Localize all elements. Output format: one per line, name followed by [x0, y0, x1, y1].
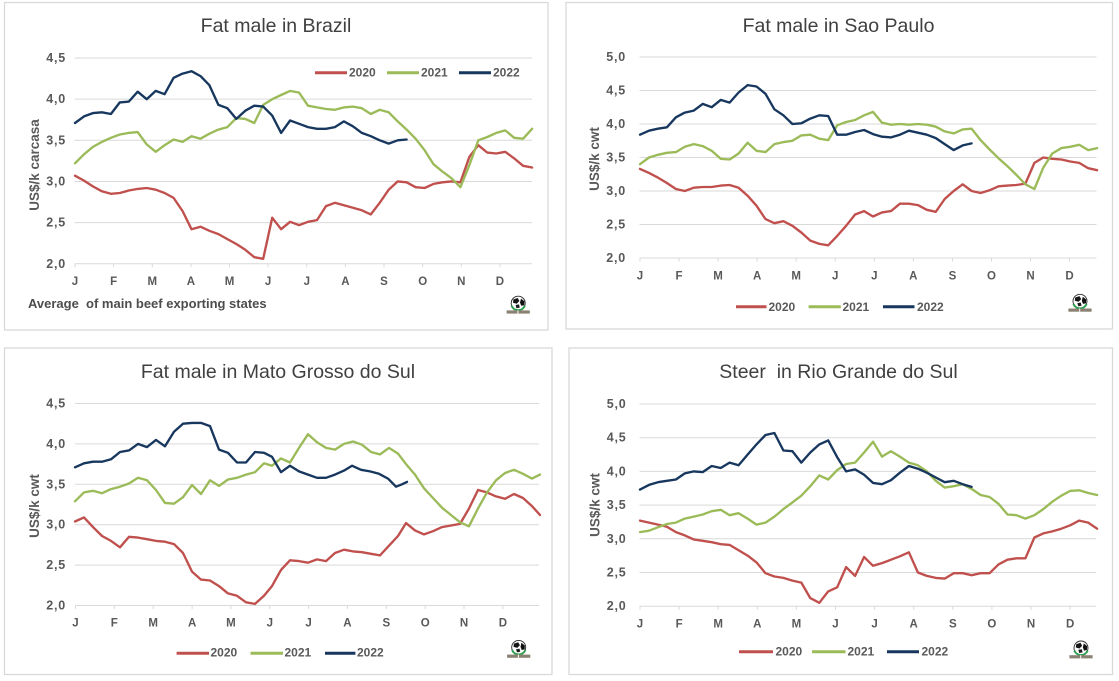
svg-text:M: M [148, 276, 158, 288]
svg-text:3,5: 3,5 [46, 477, 66, 491]
svg-text:N: N [1027, 619, 1035, 631]
svg-text:A: A [188, 618, 196, 630]
svg-text:3,0: 3,0 [46, 174, 66, 188]
svg-text:2,0: 2,0 [46, 257, 66, 271]
svg-text:M: M [792, 619, 802, 631]
svg-text:3,0: 3,0 [606, 184, 626, 198]
svg-text:N: N [1026, 271, 1034, 283]
svg-text:2,5: 2,5 [46, 216, 66, 230]
svg-text:A: A [909, 271, 917, 283]
svg-text:2020: 2020 [211, 646, 238, 660]
svg-text:US$/k cwt: US$/k cwt [587, 127, 602, 191]
svg-text:2,5: 2,5 [607, 566, 627, 580]
svg-text:2020: 2020 [769, 300, 796, 314]
svg-text:2021: 2021 [421, 66, 448, 80]
svg-text:S: S [949, 619, 957, 631]
svg-text:3,5: 3,5 [607, 498, 627, 512]
svg-text:2021: 2021 [848, 644, 875, 658]
svg-text:F: F [676, 619, 683, 631]
svg-text:2021: 2021 [843, 300, 870, 314]
svg-text:N: N [457, 276, 465, 288]
svg-text:F: F [110, 276, 117, 288]
svg-text:J: J [832, 271, 838, 283]
svg-text:Steer in Rio Grande do Sul: Steer in Rio Grande do Sul [719, 361, 957, 383]
svg-text:O: O [987, 271, 996, 283]
svg-text:J: J [265, 276, 271, 288]
svg-text:D: D [1066, 619, 1074, 631]
svg-text:A: A [910, 619, 918, 631]
svg-text:4,5: 4,5 [46, 51, 66, 65]
svg-text:O: O [421, 618, 430, 630]
svg-text:S: S [949, 271, 957, 283]
svg-text:3,5: 3,5 [606, 151, 626, 165]
svg-text:2,0: 2,0 [607, 599, 627, 613]
svg-text:J: J [871, 271, 877, 283]
svg-text:US$/k cwt: US$/k cwt [27, 474, 42, 538]
svg-text:5,0: 5,0 [606, 50, 626, 64]
svg-text:2022: 2022 [922, 644, 949, 658]
svg-text:Average of main beef exportin: Average of main beef exporting states [28, 296, 267, 311]
svg-text:S: S [382, 618, 390, 630]
svg-text:M: M [148, 618, 158, 630]
svg-text:J: J [637, 619, 643, 631]
svg-text:2022: 2022 [357, 646, 384, 660]
svg-text:J: J [637, 271, 643, 283]
svg-text:2020: 2020 [776, 644, 803, 658]
svg-text:3,0: 3,0 [46, 518, 66, 532]
svg-text:D: D [496, 276, 504, 288]
svg-text:N: N [460, 618, 468, 630]
svg-text:2020: 2020 [349, 66, 376, 80]
svg-text:2,0: 2,0 [606, 251, 626, 265]
svg-text:Fat male in Sao Paulo: Fat male in Sao Paulo [743, 15, 935, 37]
svg-text:3,5: 3,5 [46, 133, 66, 147]
svg-text:US$/k carcasa: US$/k carcasa [27, 119, 42, 211]
svg-text:2022: 2022 [917, 300, 944, 314]
svg-text:3,0: 3,0 [607, 532, 627, 546]
svg-text:M: M [791, 271, 801, 283]
svg-text:J: J [832, 619, 838, 631]
svg-text:F: F [111, 618, 118, 630]
svg-text:4,0: 4,0 [607, 464, 627, 478]
svg-text:J: J [305, 618, 311, 630]
svg-text:4,5: 4,5 [46, 397, 66, 411]
svg-text:A: A [343, 618, 351, 630]
svg-text:M: M [713, 271, 723, 283]
svg-text:O: O [418, 276, 427, 288]
svg-text:J: J [267, 618, 273, 630]
svg-text:S: S [380, 276, 388, 288]
svg-text:J: J [72, 618, 78, 630]
svg-text:US$/k cwt: US$/k cwt [588, 473, 603, 537]
svg-text:A: A [753, 271, 761, 283]
svg-text:O: O [987, 619, 996, 631]
svg-text:J: J [72, 276, 78, 288]
svg-text:M: M [225, 276, 235, 288]
svg-text:4,0: 4,0 [606, 117, 626, 131]
svg-text:D: D [499, 618, 507, 630]
svg-text:4,5: 4,5 [606, 84, 626, 98]
svg-text:2,5: 2,5 [606, 218, 626, 232]
svg-text:F: F [675, 271, 682, 283]
svg-text:4,0: 4,0 [46, 92, 66, 106]
svg-text:D: D [1065, 271, 1073, 283]
svg-text:M: M [713, 619, 723, 631]
svg-text:A: A [753, 619, 761, 631]
svg-text:2022: 2022 [493, 66, 520, 80]
svg-text:4,0: 4,0 [46, 437, 66, 451]
svg-text:J: J [304, 276, 310, 288]
svg-text:2021: 2021 [285, 646, 312, 660]
svg-text:J: J [871, 619, 877, 631]
svg-text:4,5: 4,5 [607, 431, 627, 445]
svg-text:2,0: 2,0 [46, 599, 66, 613]
svg-text:M: M [226, 618, 236, 630]
svg-text:Fat male in Brazil: Fat male in Brazil [201, 15, 352, 37]
svg-text:2,5: 2,5 [46, 558, 66, 572]
svg-text:5,0: 5,0 [607, 397, 627, 411]
svg-text:A: A [341, 276, 349, 288]
svg-text:A: A [187, 276, 195, 288]
svg-text:Fat male in Mato Grosso do Sul: Fat male in Mato Grosso do Sul [141, 361, 415, 383]
